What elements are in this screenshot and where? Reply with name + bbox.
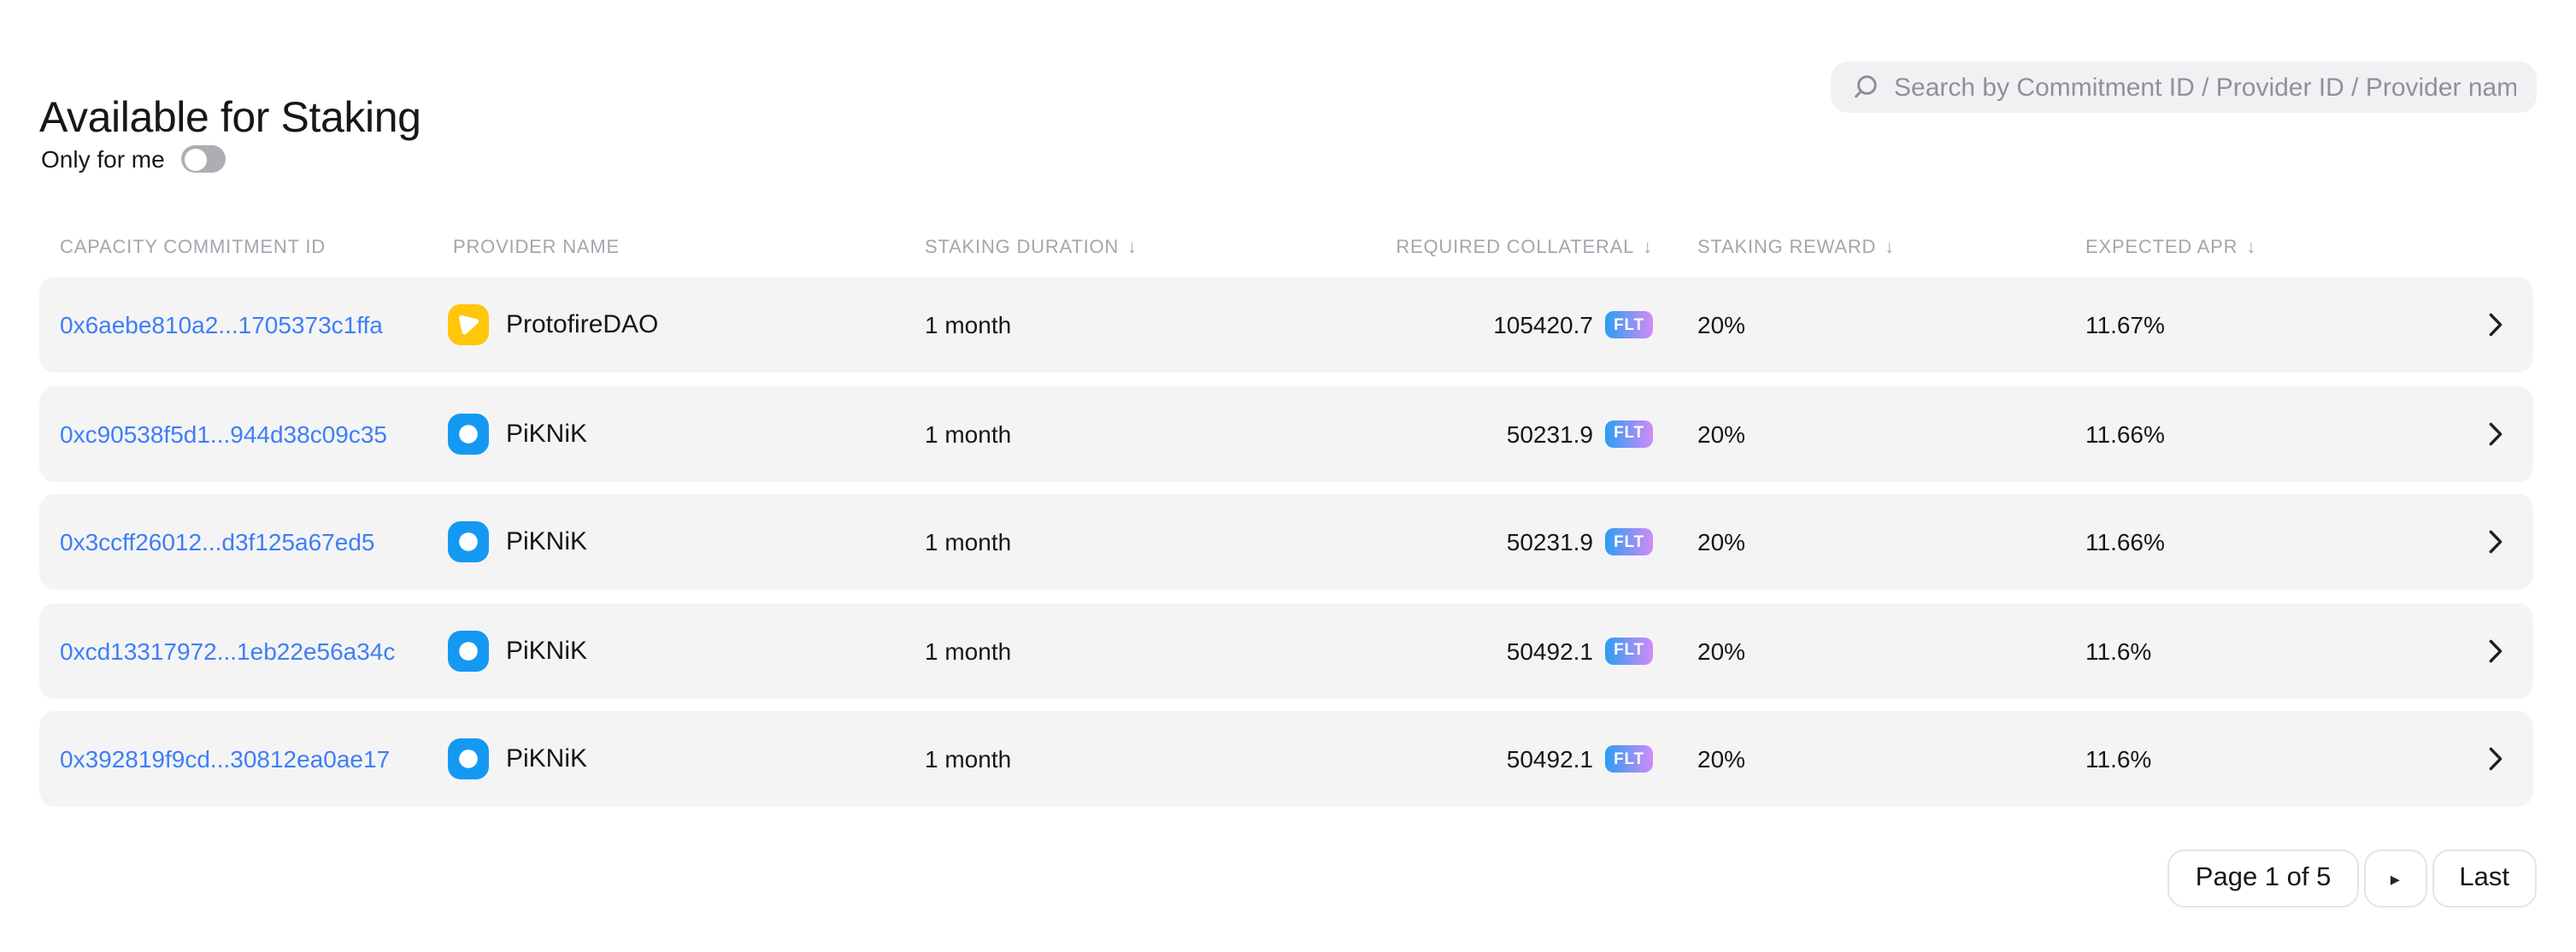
column-label: STAKING DURATION [925, 238, 1120, 258]
commitment-id-link[interactable]: 0x6aebe810a2...1705373c1ffa [60, 311, 383, 338]
required-collateral-value: 105420.7 FLT [1493, 311, 1653, 338]
sort-desc-icon: ↓ [1885, 238, 1896, 258]
chevron-right-icon[interactable] [2489, 313, 2502, 337]
flt-token-badge: FLT [1605, 311, 1653, 338]
expected-apr-value: 11.66% [2085, 528, 2165, 555]
column-required-collateral[interactable]: REQUIRED COLLATERAL ↓ [1396, 238, 1653, 258]
only-for-me-label: Only for me [41, 145, 165, 173]
sort-desc-icon: ↓ [1127, 238, 1138, 258]
search-input[interactable] [1894, 73, 2516, 102]
next-page-button[interactable]: ▸ [2363, 849, 2427, 908]
piknik-avatar-icon [448, 413, 489, 454]
collateral-amount: 50492.1 [1506, 745, 1593, 773]
table-row[interactable]: 0x392819f9cd...30812ea0ae17 PiKNiK 1 mon… [39, 711, 2533, 807]
expected-apr-value: 11.67% [2085, 311, 2165, 338]
required-collateral-value: 50231.9 FLT [1507, 420, 1653, 447]
staking-reward-value: 20% [1697, 420, 1746, 447]
provider-name: PiKNiK [506, 419, 588, 448]
flt-token-badge: FLT [1605, 420, 1653, 447]
collateral-amount: 50231.9 [1506, 420, 1593, 447]
staking-duration-value: 1 month [925, 745, 1012, 773]
provider-name: PiKNiK [506, 744, 588, 773]
column-expected-apr[interactable]: EXPECTED APR ↓ [2085, 238, 2256, 258]
staking-duration-value: 1 month [925, 528, 1012, 555]
column-label: EXPECTED APR [2085, 238, 2238, 258]
expected-apr-value: 11.6% [2085, 745, 2152, 773]
staking-table: 0x6aebe810a2...1705373c1ffa ProtofireDAO… [39, 277, 2533, 820]
chevron-right-icon[interactable] [2489, 747, 2502, 771]
column-staking-reward[interactable]: STAKING REWARD ↓ [1697, 238, 1895, 258]
page-title: Available for Staking [39, 93, 421, 142]
expected-apr-value: 11.66% [2085, 420, 2165, 447]
provider-name: ProtofireDAO [506, 310, 659, 339]
column-capacity-commitment-id: CAPACITY COMMITMENT ID [60, 238, 326, 258]
piknik-avatar-icon [448, 738, 489, 779]
staking-duration-value: 1 month [925, 637, 1012, 664]
provider-name: PiKNiK [506, 636, 588, 665]
column-staking-duration[interactable]: STAKING DURATION ↓ [925, 238, 1138, 258]
page-indicator: Page 1 of 5 [2167, 849, 2359, 908]
commitment-id-link[interactable]: 0x392819f9cd...30812ea0ae17 [60, 745, 391, 773]
table-row[interactable]: 0xcd13317972...1eb22e56a34c PiKNiK 1 mon… [39, 602, 2533, 698]
only-for-me-filter: Only for me [41, 145, 226, 173]
provider-name: PiKNiK [506, 527, 588, 556]
flt-token-badge: FLT [1605, 637, 1653, 664]
commitment-id-link[interactable]: 0xc90538f5d1...944d38c09c35 [60, 420, 387, 447]
staking-reward-value: 20% [1697, 528, 1746, 555]
chevron-right-icon[interactable] [2489, 530, 2502, 554]
expected-apr-value: 11.6% [2085, 637, 2152, 664]
staking-reward-value: 20% [1697, 637, 1746, 664]
column-label: STAKING REWARD [1697, 238, 1877, 258]
required-collateral-value: 50492.1 FLT [1507, 745, 1653, 773]
toggle-knob [184, 148, 207, 170]
last-page-button[interactable]: Last [2432, 849, 2537, 908]
search-icon [1855, 75, 1877, 98]
table-row[interactable]: 0xc90538f5d1...944d38c09c35 PiKNiK 1 mon… [39, 385, 2533, 481]
column-provider-name: PROVIDER NAME [453, 238, 620, 258]
sort-desc-icon: ↓ [1643, 238, 1653, 258]
commitment-id-link[interactable]: 0xcd13317972...1eb22e56a34c [60, 637, 396, 664]
column-label: REQUIRED COLLATERAL [1396, 238, 1635, 258]
staking-reward-value: 20% [1697, 311, 1746, 338]
table-row[interactable]: 0x6aebe810a2...1705373c1ffa ProtofireDAO… [39, 277, 2533, 373]
search-bar [1831, 62, 2537, 113]
table-row[interactable]: 0x3ccff26012...d3f125a67ed5 PiKNiK 1 mon… [39, 494, 2533, 590]
staking-duration-value: 1 month [925, 311, 1012, 338]
required-collateral-value: 50492.1 FLT [1507, 637, 1653, 664]
piknik-avatar-icon [448, 630, 489, 671]
collateral-amount: 50231.9 [1506, 528, 1593, 555]
collateral-amount: 50492.1 [1506, 637, 1593, 664]
flt-token-badge: FLT [1605, 745, 1653, 773]
only-for-me-toggle[interactable] [181, 145, 226, 173]
piknik-avatar-icon [448, 521, 489, 562]
required-collateral-value: 50231.9 FLT [1507, 528, 1653, 555]
commitment-id-link[interactable]: 0x3ccff26012...d3f125a67ed5 [60, 528, 375, 555]
chevron-right-icon[interactable] [2489, 421, 2502, 445]
sort-desc-icon: ↓ [2246, 238, 2257, 258]
flt-token-badge: FLT [1605, 528, 1653, 555]
staking-duration-value: 1 month [925, 420, 1012, 447]
table-header: CAPACITY COMMITMENT ID PROVIDER NAME STA… [39, 238, 2533, 262]
chevron-right-icon[interactable] [2489, 638, 2502, 662]
staking-reward-value: 20% [1697, 745, 1746, 773]
protofire-avatar-icon [448, 304, 489, 345]
collateral-amount: 105420.7 [1493, 311, 1593, 338]
pagination: Page 1 of 5 ▸ Last [2167, 849, 2537, 908]
